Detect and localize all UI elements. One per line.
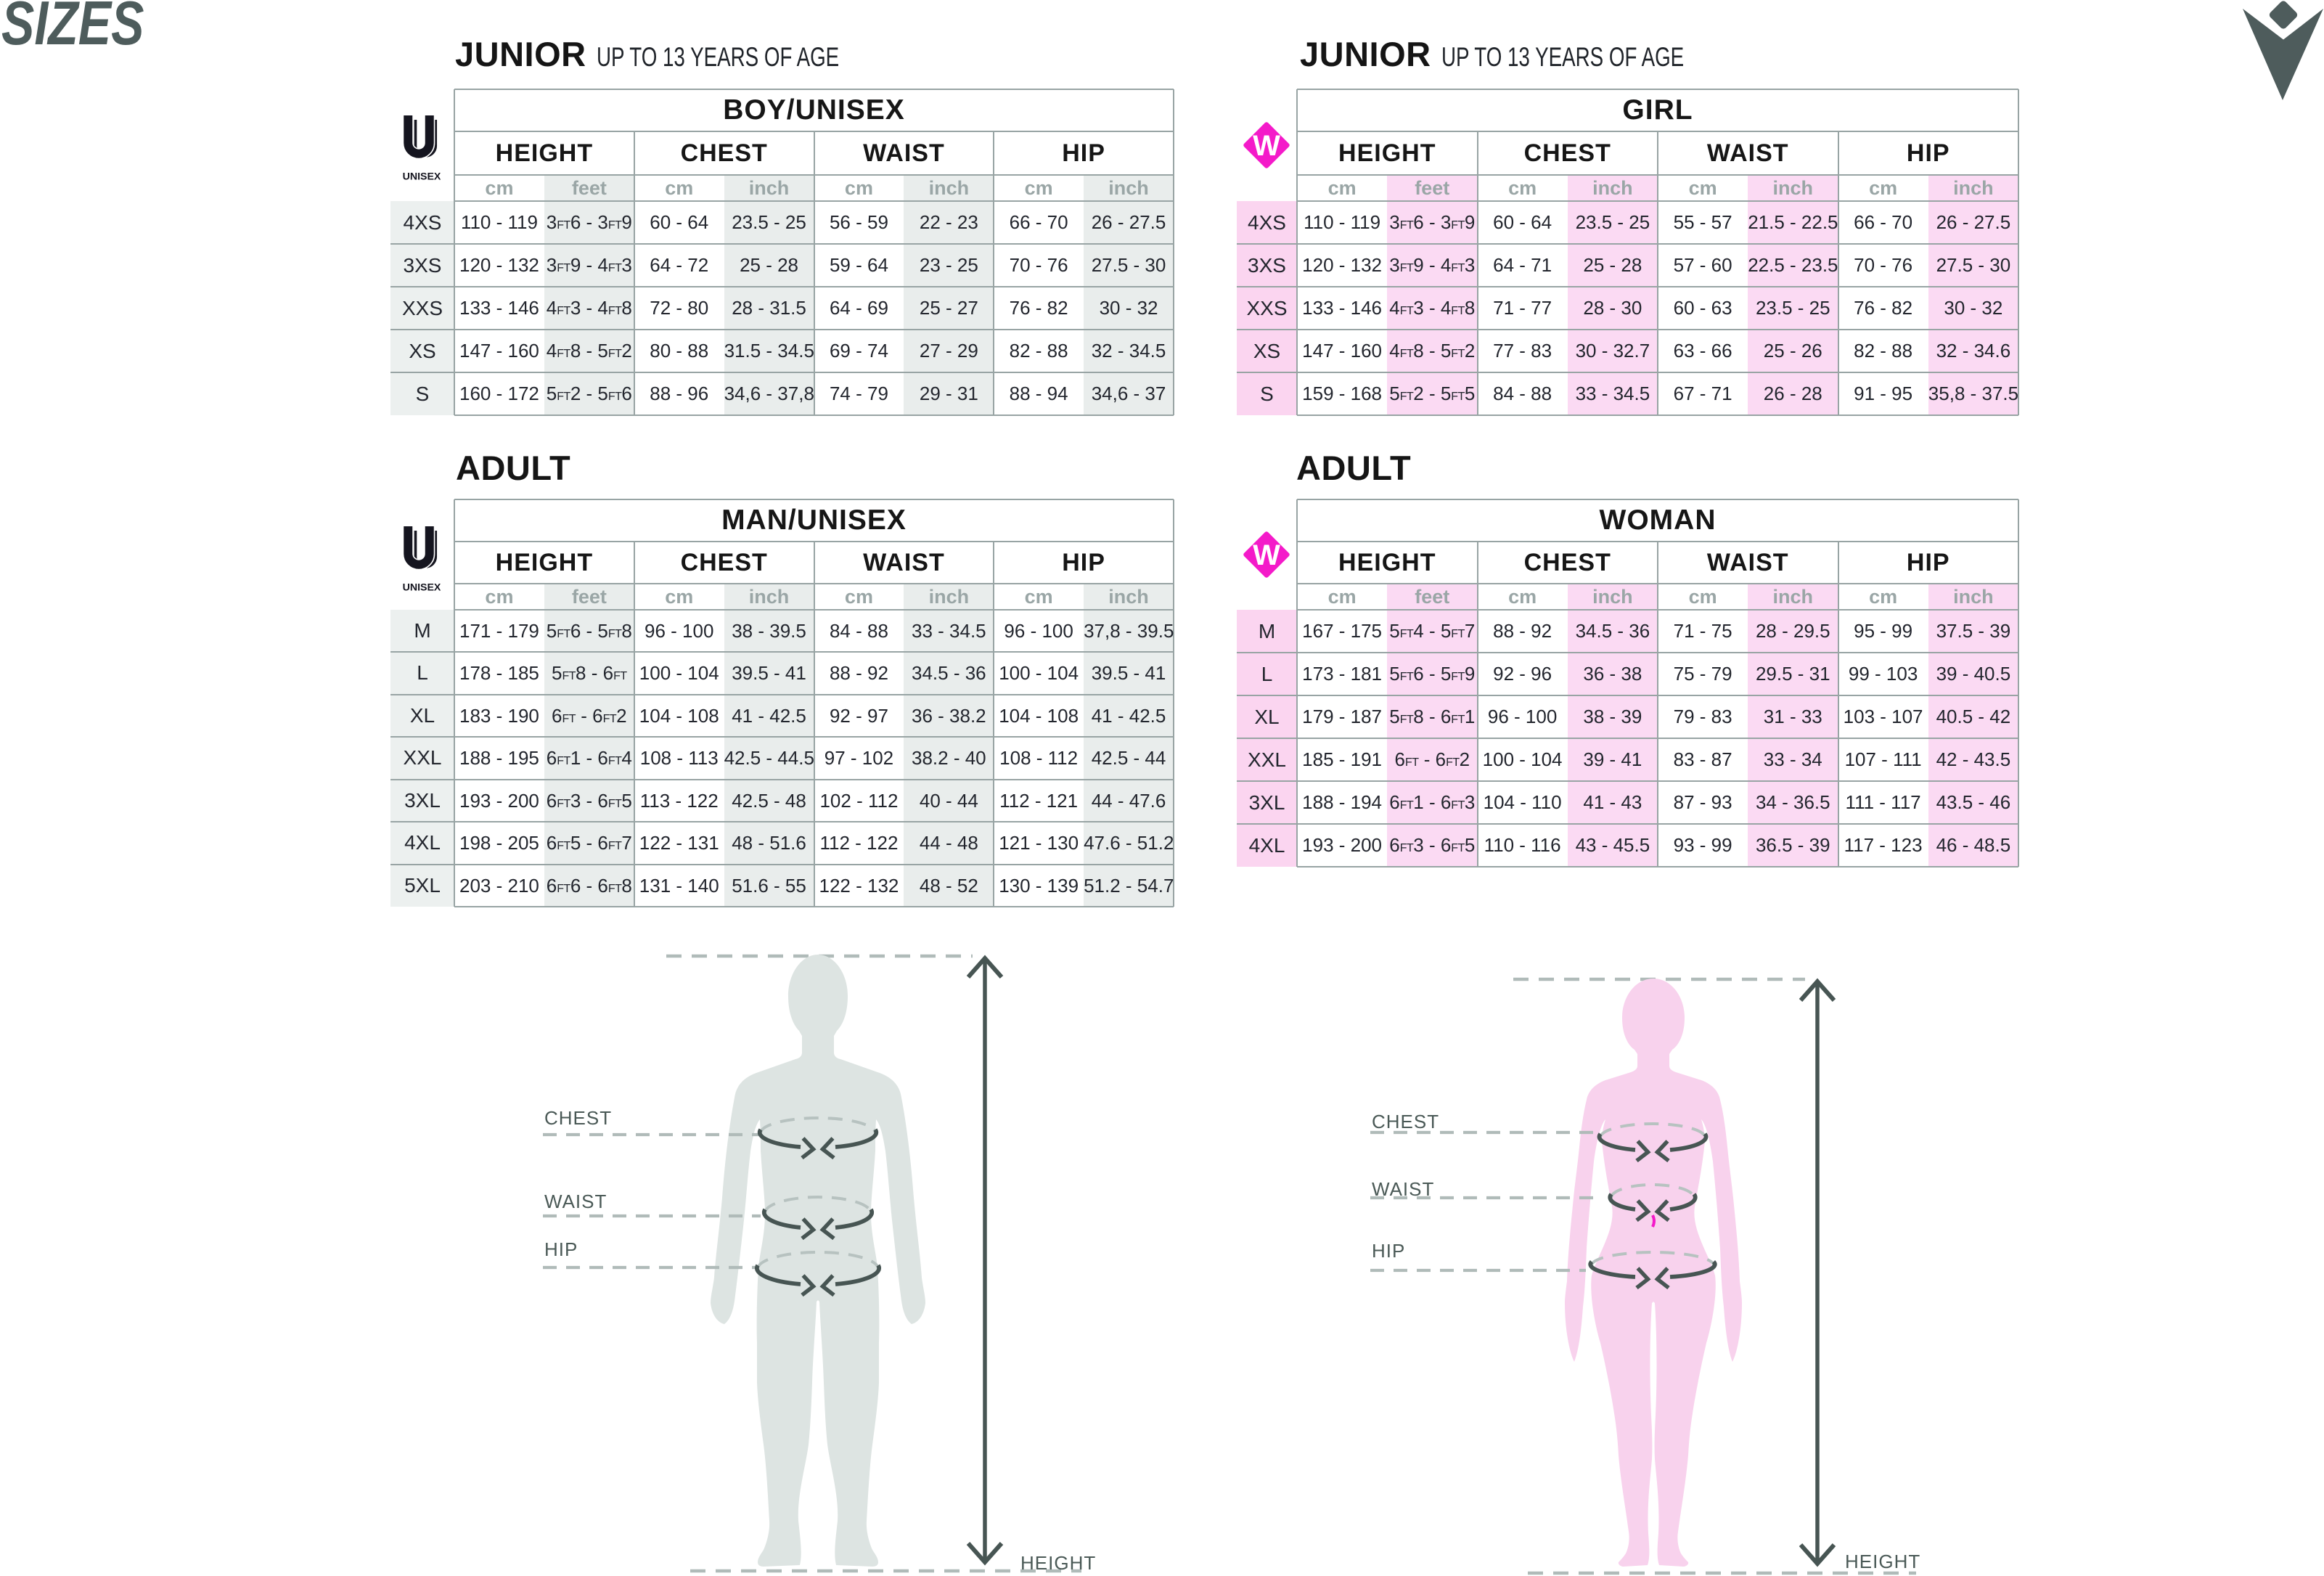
svg-text:WAIST: WAIST <box>544 1191 607 1212</box>
svg-text:HEIGHT: HEIGHT <box>1845 1551 1920 1572</box>
svg-text:CHEST: CHEST <box>1372 1111 1439 1132</box>
svg-text:W: W <box>1253 130 1280 162</box>
svg-text:HIP: HIP <box>1372 1240 1405 1262</box>
svg-text:HEIGHT: HEIGHT <box>1020 1552 1096 1574</box>
svg-text:UNISEX: UNISEX <box>403 582 441 594</box>
svg-text:UNISEX: UNISEX <box>403 171 441 183</box>
svg-text:HIP: HIP <box>544 1238 578 1260</box>
svg-text:CHEST: CHEST <box>544 1107 612 1129</box>
svg-text:W: W <box>1253 539 1280 571</box>
